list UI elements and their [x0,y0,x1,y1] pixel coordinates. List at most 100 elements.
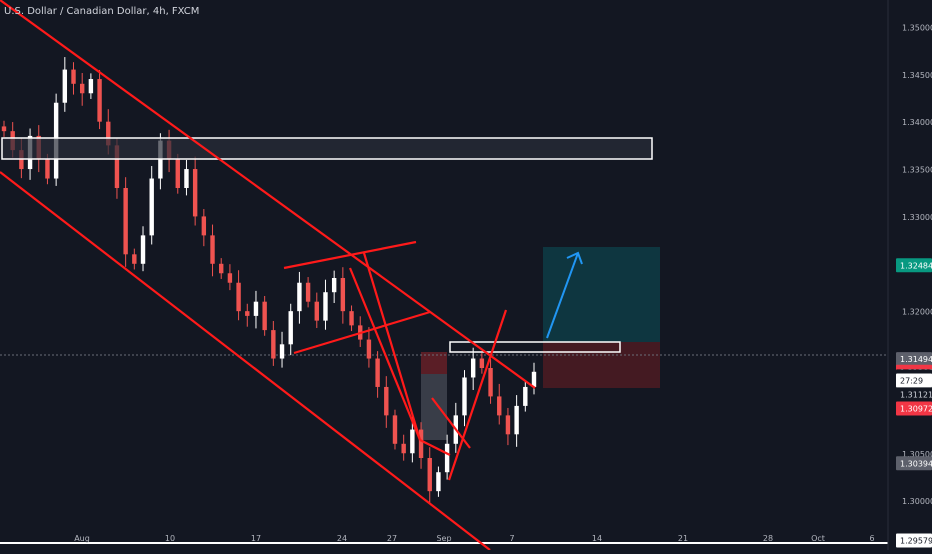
stop-zone[interactable] [543,342,660,388]
candle [271,321,276,366]
candle-body [192,169,198,217]
price-axis-label: 1.30000 [902,497,932,506]
candle [297,271,302,324]
candle-body [323,292,328,321]
price-tags: 1.324841.314941.313601.3131227:291.31121… [896,258,932,548]
candle [462,370,467,427]
candle-body [1,126,7,132]
candle-body [210,235,215,264]
bottom-leg-line[interactable] [419,439,451,456]
candle [331,270,337,304]
candle-body [488,368,493,397]
candle [149,166,154,245]
price-tag-text: 1.31494 [900,355,932,364]
candle [201,209,207,247]
candle [479,352,485,374]
triangle-lower-line[interactable] [293,310,431,355]
projection-arrow[interactable] [546,251,583,339]
candle-body [88,79,94,94]
candle [253,290,259,329]
price-axis-label: 1.35000 [902,23,932,32]
breakout-zone[interactable] [449,341,621,353]
candle-body [366,339,372,359]
candle-body [349,311,354,326]
candle-body [262,301,267,331]
pattern-line[interactable] [431,397,471,449]
price-tag-bg [896,352,932,367]
reversal-leg-line[interactable] [447,309,508,481]
time-axis[interactable]: Aug 10 17 24 27 Sep 7 14 21 28 Oct 6 [74,534,874,543]
candle [175,153,180,194]
drop-leg-line-2[interactable] [362,252,422,441]
channel-upper-line[interactable] [0,0,536,389]
candle [488,358,493,404]
price-axis-label: 1.34000 [902,118,932,127]
candle [71,62,76,95]
price-tag-bg [896,258,932,273]
candle-body [71,69,76,84]
candle [366,327,372,368]
price-tag-text: 1.30972 [900,405,932,414]
price-tag-text: 1.29579 [900,537,932,546]
candle-body [132,254,137,264]
candle-body [175,159,180,188]
candle-body [227,273,233,283]
candle [97,69,102,130]
chart-title: U.S. Dollar / Canadian Dollar, 4h, FXCM [4,6,200,17]
price-tag-text: 1.32484 [900,261,932,270]
left-stop-box[interactable] [421,352,447,374]
candle [427,447,432,504]
price-tag-bg [896,401,932,416]
price-axis-label: 1.33000 [902,213,932,222]
candle [418,422,424,469]
time-axis-label: 14 [592,534,602,543]
candle-body [444,443,450,473]
candle [192,156,198,226]
candle-body [279,344,285,359]
candle-body [79,83,85,94]
candle-body [401,443,406,454]
candle-body [253,301,259,316]
time-axis-label: 10 [165,534,175,543]
candle [514,395,519,447]
candle-body [462,377,467,416]
target-zone[interactable] [543,247,660,342]
candle-body [123,188,128,255]
candle [132,248,137,270]
price-axis-label: 1.34500 [902,71,932,80]
candle [314,292,319,329]
candle [305,277,311,308]
candle [523,381,528,412]
price-tag-text: 1.31121 [900,390,932,399]
candle [531,362,537,395]
time-axis-label: 27 [387,534,397,543]
left-grey-box[interactable] [421,374,447,440]
candle [444,434,450,480]
candle-body [106,121,111,146]
channel-lower-line[interactable] [0,171,491,551]
candle-body [505,415,511,435]
resistance-zone[interactable] [1,137,653,160]
price-axis[interactable]: 1.35000 1.34500 1.34000 1.33500 1.33000 1.320… [902,23,932,506]
price-tag: 1.29579 [896,533,932,548]
time-axis-label: Aug [74,534,90,543]
candle-body [62,69,68,103]
candle-body [288,311,293,345]
candle [140,226,146,272]
candle-body [271,330,276,359]
candle [123,177,128,267]
drop-leg-line[interactable] [348,267,422,441]
triangle-upper-line[interactable] [283,240,417,270]
candle [470,347,476,390]
candle-body [418,429,424,458]
candle [62,57,68,112]
candle-body [497,396,502,416]
time-axis-label: 17 [251,534,261,543]
trendlines[interactable] [0,0,536,551]
candle-body [436,472,441,492]
candle [210,224,215,277]
candle [340,267,346,324]
